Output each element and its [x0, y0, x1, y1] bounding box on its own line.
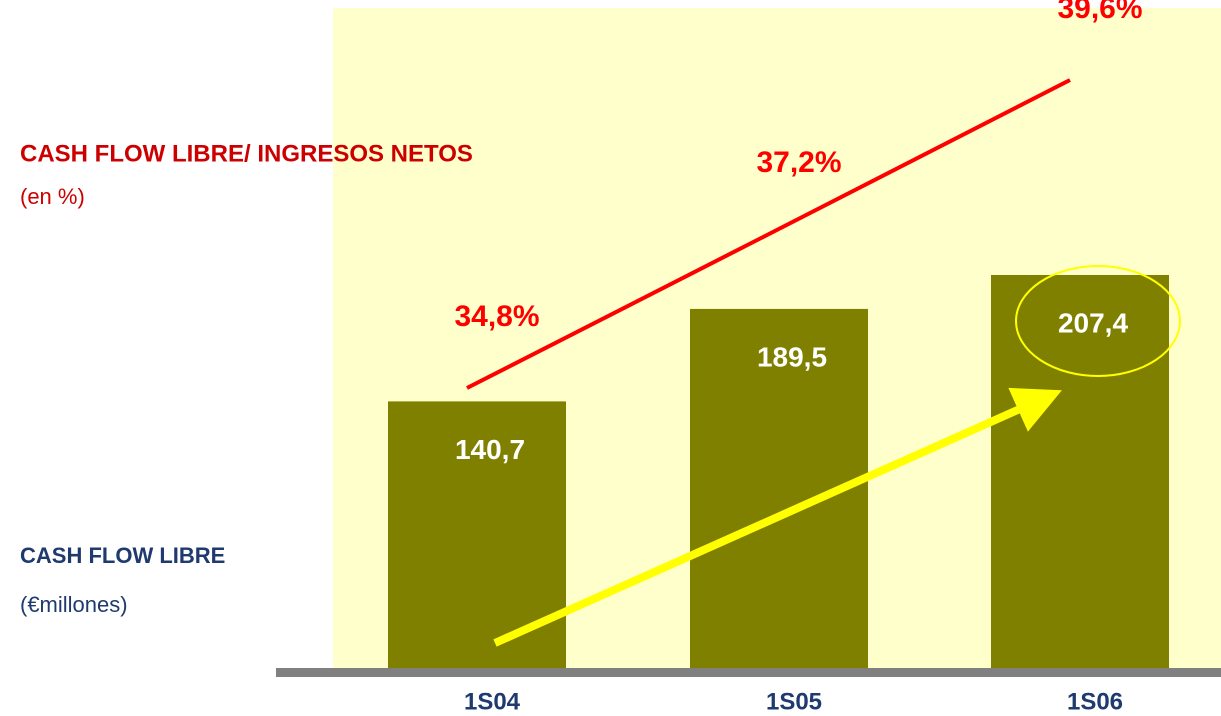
- x-tick-label: 1S05: [766, 688, 822, 715]
- bar-value-label: 189,5: [757, 341, 827, 372]
- line-series-title: CASH FLOW LIBRE/ INGRESOS NETOS: [20, 140, 473, 167]
- x-tick-label: 1S06: [1067, 688, 1123, 715]
- bar-value-label: 140,7: [455, 434, 525, 465]
- line-series-unit: (en %): [20, 184, 85, 209]
- line-value-label: 39,6%: [1057, 0, 1142, 25]
- x-tick-label: 1S04: [464, 688, 521, 715]
- bar-series-title: CASH FLOW LIBRE: [20, 543, 225, 568]
- line-value-label: 37,2%: [756, 146, 841, 179]
- growth-arrow: [493, 387, 1062, 647]
- highlight-ellipse: [1015, 265, 1181, 377]
- baseline: [276, 668, 1221, 677]
- line-value-label: 34,8%: [454, 300, 539, 333]
- bar-value-label: 207,4: [1058, 307, 1128, 338]
- bar-series-unit: (€millones): [20, 592, 128, 617]
- line: [466, 78, 1071, 390]
